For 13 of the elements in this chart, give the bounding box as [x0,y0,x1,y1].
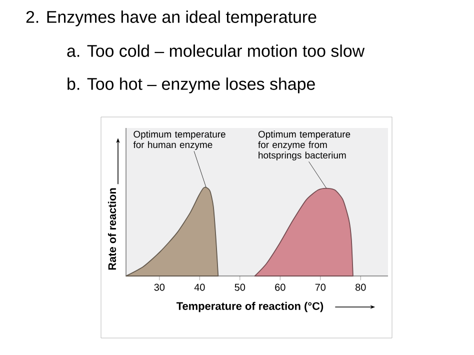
x-tick-label: 50 [234,284,246,291]
x-axis-title: Temperature of reaction (°C) [176,302,324,312]
x-tick-label: 70 [315,284,326,291]
x-tick-label: 80 [356,284,366,291]
text: a. Too cold – molecular motion too slow [67,44,365,57]
annotation: Optimum temperature for enzyme from hotsprings bacterium [258,130,350,160]
chart-title: 2. Enzymes have an ideal temperature [26,10,316,26]
x-tick-label: 30 [154,284,165,291]
annotation: Optimum temperature for human enzyme [133,130,226,150]
y-axis-title: Rate of reaction [108,188,116,270]
text: b. Too hot – enzyme loses shape [68,78,315,94]
x-tick-label: 60 [275,284,286,291]
x-tick-label: 40 [194,284,205,291]
